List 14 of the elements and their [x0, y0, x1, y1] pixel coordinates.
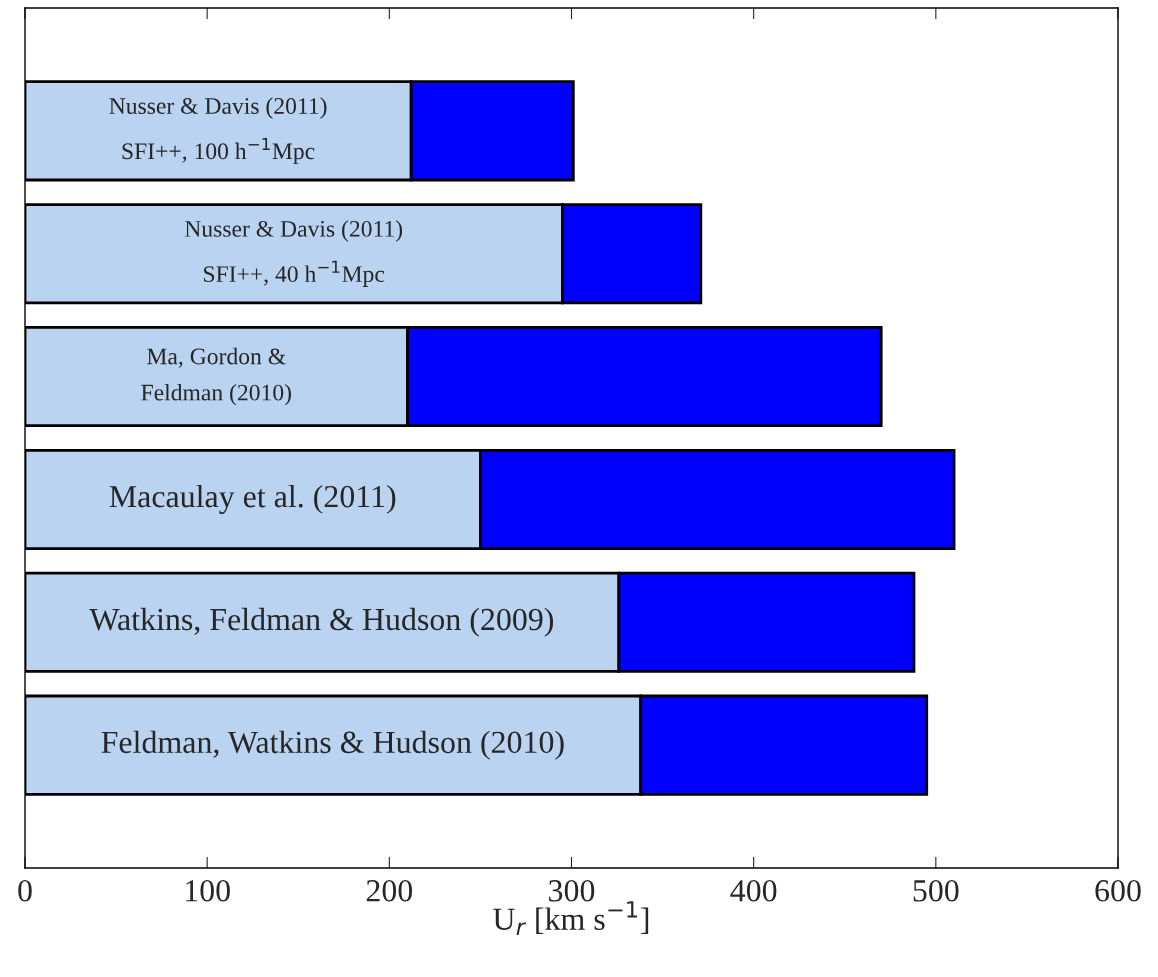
y-tick-label: Feldman, Watkins & Hudson (2010) — [101, 730, 564, 760]
y-tick-label: Macaulay et al. (2011) — [109, 484, 396, 514]
x-tick-label: 500 — [913, 880, 959, 902]
x-tick-label: 600 — [1095, 880, 1141, 902]
x-tick-label: 400 — [730, 880, 777, 902]
x-tick-label: 300 — [549, 880, 595, 902]
y-tick-label: Nusser & Davis (2011) SFI++, 100 h$^{−1}$Mpc — [109, 97, 327, 165]
y-tick-label: Watkins, Feldman & Hudson (2009) — [89, 607, 554, 637]
y-tick-label: Nusser & Davis (2011) SFI++, 40 h$^{−1}$Mpc — [184, 220, 403, 287]
x-tick-label: 200 — [366, 880, 413, 902]
x-tick-label: 100 — [186, 880, 230, 902]
x-axis-title: U$_{r}$ [km s$^{−1}$] — [493, 901, 649, 935]
y-tick-label: Ma, Gordon & Feldman (2010) — [141, 347, 291, 406]
x-tick-label: 0 — [18, 880, 32, 902]
